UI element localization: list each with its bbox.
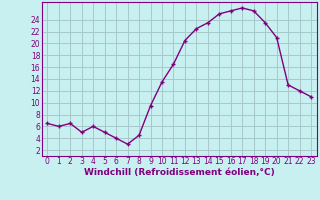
X-axis label: Windchill (Refroidissement éolien,°C): Windchill (Refroidissement éolien,°C) <box>84 168 275 177</box>
